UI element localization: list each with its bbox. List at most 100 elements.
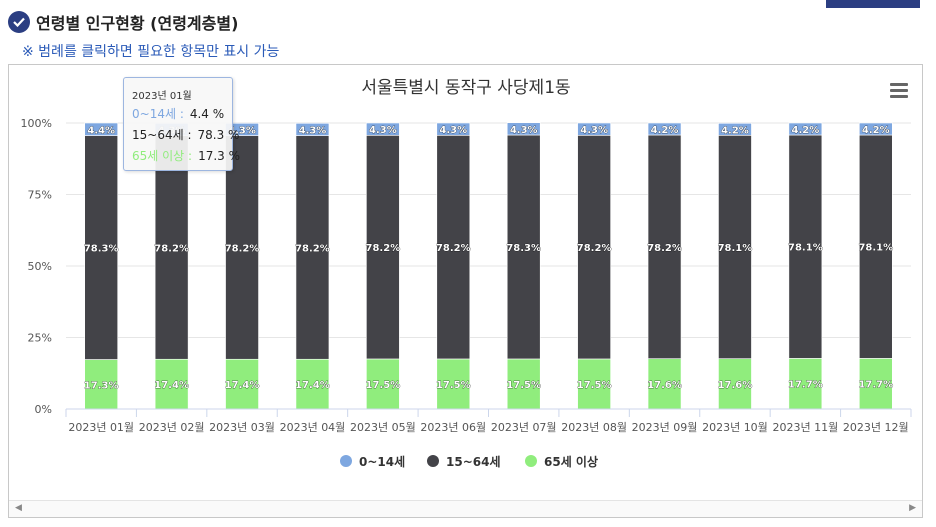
data-label: 17.5% <box>436 380 471 391</box>
x-tick-label: 2023년 02월 <box>139 421 205 434</box>
data-label: 4.4% <box>87 125 115 136</box>
chevron-left-icon[interactable]: ◀ <box>15 503 22 513</box>
legend-marker <box>340 455 352 467</box>
data-label: 78.1% <box>718 243 753 254</box>
data-label: 4.3% <box>369 125 397 136</box>
corner-tab[interactable] <box>826 0 920 8</box>
bar-segment <box>154 135 189 360</box>
x-tick-label: 2023년 01월 <box>68 421 134 434</box>
bar-segment <box>647 134 682 359</box>
y-tick-label: 50% <box>28 260 52 273</box>
tooltip-title: 2023년 01월 <box>132 91 192 102</box>
bar-segment <box>788 122 823 136</box>
data-label: 4.2% <box>721 125 749 136</box>
tooltip-value: 78.3 % <box>197 128 240 142</box>
chart-canvas: 서울특별시 동작구 사당제1동 17.3% 78.3% 4.4% 17.4% 78.2%… <box>21 78 912 469</box>
tooltip-row: 15~64세 : 78.3 % <box>132 126 239 143</box>
tooltip-label: 65세 이상 : <box>132 149 193 163</box>
bar-segment <box>295 135 330 360</box>
legend-item[interactable]: 0~14세 <box>340 454 405 469</box>
data-label: 78.3% <box>506 243 541 254</box>
data-label: 17.7% <box>858 380 893 391</box>
legend-marker <box>525 455 537 467</box>
bar-segment <box>225 135 259 360</box>
bar-segment <box>858 134 893 359</box>
chart-container: 서울특별시 동작구 사당제1동 17.3% 78.3% 4.4% 17.4% 78.2%… <box>8 64 923 518</box>
check-circle-icon <box>8 11 30 33</box>
x-tick-label: 2023년 03월 <box>209 421 275 434</box>
legend-item[interactable]: 65세 이상 <box>525 454 598 469</box>
tooltip-value: 17.3 % <box>198 149 240 163</box>
data-label: 78.2% <box>577 243 612 254</box>
x-tick-label: 2023년 11월 <box>773 421 839 434</box>
legend-label: 0~14세 <box>359 454 405 469</box>
data-label: 78.2% <box>436 243 471 254</box>
bar-segment <box>506 134 541 360</box>
data-label: 78.1% <box>788 243 823 254</box>
data-label: 4.3% <box>299 125 327 136</box>
bar-segment <box>858 358 893 410</box>
data-label: 78.1% <box>858 243 893 254</box>
bar-segment <box>718 358 752 410</box>
data-label: 4.2% <box>862 125 890 136</box>
x-tick-label: 2023년 07월 <box>491 421 557 434</box>
data-label: 78.2% <box>366 243 401 254</box>
y-tick-label: 75% <box>28 189 52 202</box>
data-label: 17.4% <box>225 380 260 391</box>
bar-segment <box>577 134 611 360</box>
bar-segment <box>366 122 400 136</box>
y-tick-label: 25% <box>28 332 52 345</box>
bar-segment <box>577 122 611 136</box>
data-label: 17.4% <box>295 380 330 391</box>
data-label: 17.6% <box>718 380 753 391</box>
menu-icon[interactable] <box>890 83 908 99</box>
y-tick-label: 0% <box>35 403 52 416</box>
legend-hint: ※ 범례를 클릭하면 필요한 항목만 표시 가능 <box>22 44 280 60</box>
bar-segment <box>436 134 471 360</box>
x-tick-label: 2023년 04월 <box>280 421 346 434</box>
data-label: 17.4% <box>154 380 189 391</box>
bar-segment <box>436 122 471 136</box>
chevron-right-icon[interactable]: ▶ <box>909 503 916 513</box>
y-tick-label: 100% <box>21 117 52 130</box>
chart-title: 서울특별시 동작구 사당제1동 <box>361 78 570 98</box>
bar-segment <box>366 134 400 360</box>
legend-label: 15~64세 <box>446 454 501 469</box>
data-label: 78.2% <box>295 243 330 254</box>
data-label: 17.5% <box>366 380 401 391</box>
x-tick-label: 2023년 12월 <box>843 421 909 434</box>
data-label: 17.3% <box>84 380 119 391</box>
bar-segment <box>225 358 259 410</box>
legend-item[interactable]: 15~64세 <box>427 454 501 469</box>
data-label: 4.3% <box>510 125 538 136</box>
data-label: 78.2% <box>225 243 260 254</box>
bar-segment <box>577 358 611 410</box>
data-label: 78.2% <box>154 243 189 254</box>
x-tick-label: 2023년 05월 <box>350 421 416 434</box>
data-label: 4.3% <box>228 125 256 136</box>
x-tick-label: 2023년 06월 <box>420 421 486 434</box>
bar-segment <box>788 358 823 410</box>
bar-segment <box>647 122 682 136</box>
bar-segment <box>366 358 400 410</box>
data-label: 4.2% <box>792 125 820 136</box>
legend-label: 65세 이상 <box>544 454 598 469</box>
bar-segment <box>84 359 119 410</box>
legend-marker <box>427 455 439 467</box>
bar-segment <box>858 122 893 136</box>
bar-segment <box>718 122 752 136</box>
data-label: 78.3% <box>84 244 119 255</box>
data-label: 17.5% <box>506 380 541 391</box>
bar-segment <box>506 122 541 136</box>
bar-segment <box>295 122 330 136</box>
data-label: 4.2% <box>651 125 679 136</box>
tooltip-value: 4.4 % <box>189 107 225 121</box>
x-tick-label: 2023년 08월 <box>561 421 627 434</box>
bar-segment <box>647 358 682 410</box>
data-label: 78.2% <box>647 243 682 254</box>
tooltip-row: 0~14세 : 4.4 % <box>132 105 224 122</box>
bar-segment <box>506 358 541 410</box>
data-label: 17.6% <box>647 380 682 391</box>
horizontal-scrollbar[interactable]: ◀ ▶ <box>9 500 922 517</box>
bar-segment <box>84 122 119 136</box>
